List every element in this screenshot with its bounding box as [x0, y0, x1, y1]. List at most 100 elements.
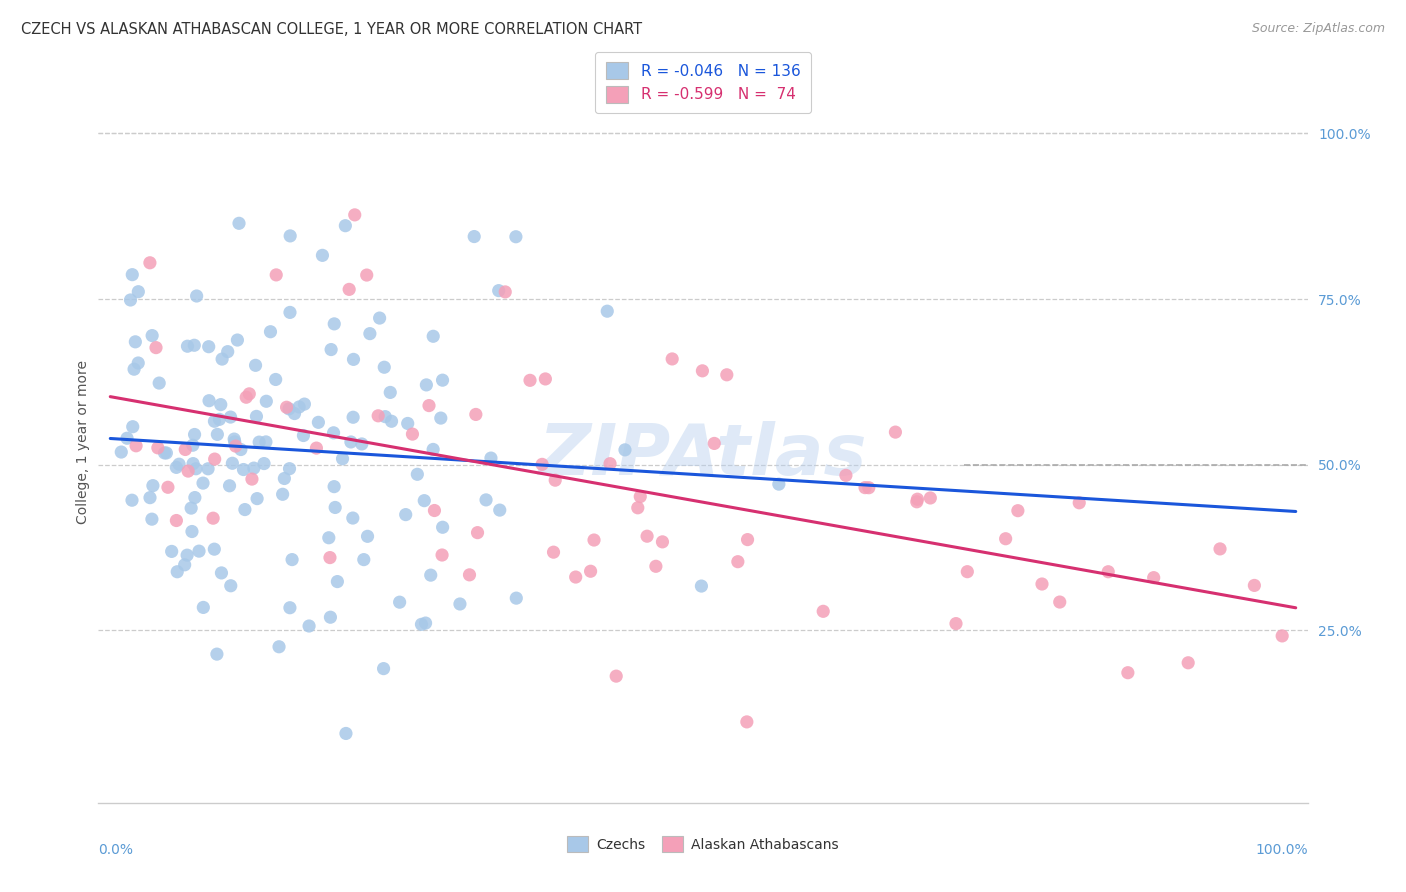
Text: 100.0%: 100.0%: [1256, 843, 1308, 856]
Point: [264, 268, 287, 282]
Point: [945, 616, 967, 631]
Legend: Czechs, Alaskan Athabascans: Czechs, Alaskan Athabascans: [561, 831, 845, 857]
Point: [1049, 595, 1071, 609]
Point: [181, 457, 204, 471]
Point: [690, 579, 713, 593]
Point: [232, 462, 254, 476]
Point: [356, 529, 378, 543]
Point: [202, 542, 225, 557]
Point: [184, 491, 207, 505]
Point: [884, 425, 907, 439]
Point: [716, 368, 738, 382]
Point: [368, 311, 391, 326]
Point: [217, 344, 239, 359]
Point: [142, 478, 165, 492]
Point: [115, 431, 138, 445]
Point: [221, 456, 243, 470]
Point: [219, 410, 242, 425]
Point: [110, 445, 132, 459]
Point: [418, 399, 440, 413]
Point: [319, 550, 342, 565]
Point: [292, 428, 315, 442]
Point: [488, 503, 510, 517]
Point: [208, 412, 231, 426]
Point: [564, 570, 586, 584]
Point: [186, 289, 208, 303]
Point: [225, 439, 247, 453]
Point: [245, 359, 267, 373]
Point: [475, 492, 498, 507]
Point: [322, 425, 344, 440]
Point: [177, 464, 200, 478]
Point: [811, 604, 834, 618]
Point: [543, 545, 565, 559]
Point: [321, 343, 343, 357]
Point: [692, 364, 714, 378]
Point: [211, 566, 233, 580]
Point: [579, 564, 602, 578]
Point: [1243, 578, 1265, 592]
Point: [1007, 504, 1029, 518]
Text: 0.0%: 0.0%: [98, 843, 134, 856]
Point: [396, 417, 419, 431]
Point: [661, 351, 683, 366]
Point: [278, 600, 301, 615]
Point: [183, 338, 205, 352]
Point: [305, 441, 328, 455]
Point: [415, 378, 437, 392]
Point: [127, 356, 149, 370]
Point: [627, 500, 650, 515]
Point: [534, 372, 557, 386]
Point: [395, 508, 418, 522]
Point: [311, 248, 333, 262]
Point: [271, 487, 294, 501]
Point: [121, 419, 143, 434]
Point: [323, 500, 346, 515]
Text: Source: ZipAtlas.com: Source: ZipAtlas.com: [1251, 22, 1385, 36]
Point: [505, 229, 527, 244]
Point: [367, 409, 389, 423]
Point: [205, 647, 228, 661]
Point: [204, 452, 226, 467]
Point: [278, 305, 301, 319]
Point: [122, 362, 145, 376]
Point: [1209, 541, 1232, 556]
Point: [494, 285, 516, 299]
Point: [181, 524, 204, 539]
Point: [703, 436, 725, 450]
Point: [125, 439, 148, 453]
Point: [432, 520, 454, 534]
Point: [197, 462, 219, 476]
Point: [373, 360, 395, 375]
Point: [218, 479, 240, 493]
Point: [401, 427, 423, 442]
Point: [1031, 577, 1053, 591]
Point: [858, 481, 880, 495]
Point: [202, 511, 225, 525]
Point: [628, 490, 651, 504]
Point: [127, 285, 149, 299]
Point: [139, 256, 162, 270]
Point: [121, 268, 143, 282]
Point: [288, 400, 311, 414]
Point: [121, 493, 143, 508]
Point: [146, 441, 169, 455]
Point: [464, 408, 486, 422]
Point: [1097, 565, 1119, 579]
Text: CZECH VS ALASKAN ATHABASCAN COLLEGE, 1 YEAR OR MORE CORRELATION CHART: CZECH VS ALASKAN ATHABASCAN COLLEGE, 1 Y…: [21, 22, 643, 37]
Point: [422, 329, 444, 343]
Point: [356, 268, 378, 282]
Point: [191, 476, 214, 491]
Point: [582, 533, 605, 547]
Point: [335, 219, 357, 233]
Point: [148, 376, 170, 390]
Point: [254, 434, 277, 449]
Point: [419, 568, 441, 582]
Point: [463, 229, 485, 244]
Point: [153, 446, 176, 460]
Point: [141, 328, 163, 343]
Point: [181, 438, 204, 452]
Point: [176, 548, 198, 562]
Point: [636, 529, 658, 543]
Point: [430, 411, 453, 425]
